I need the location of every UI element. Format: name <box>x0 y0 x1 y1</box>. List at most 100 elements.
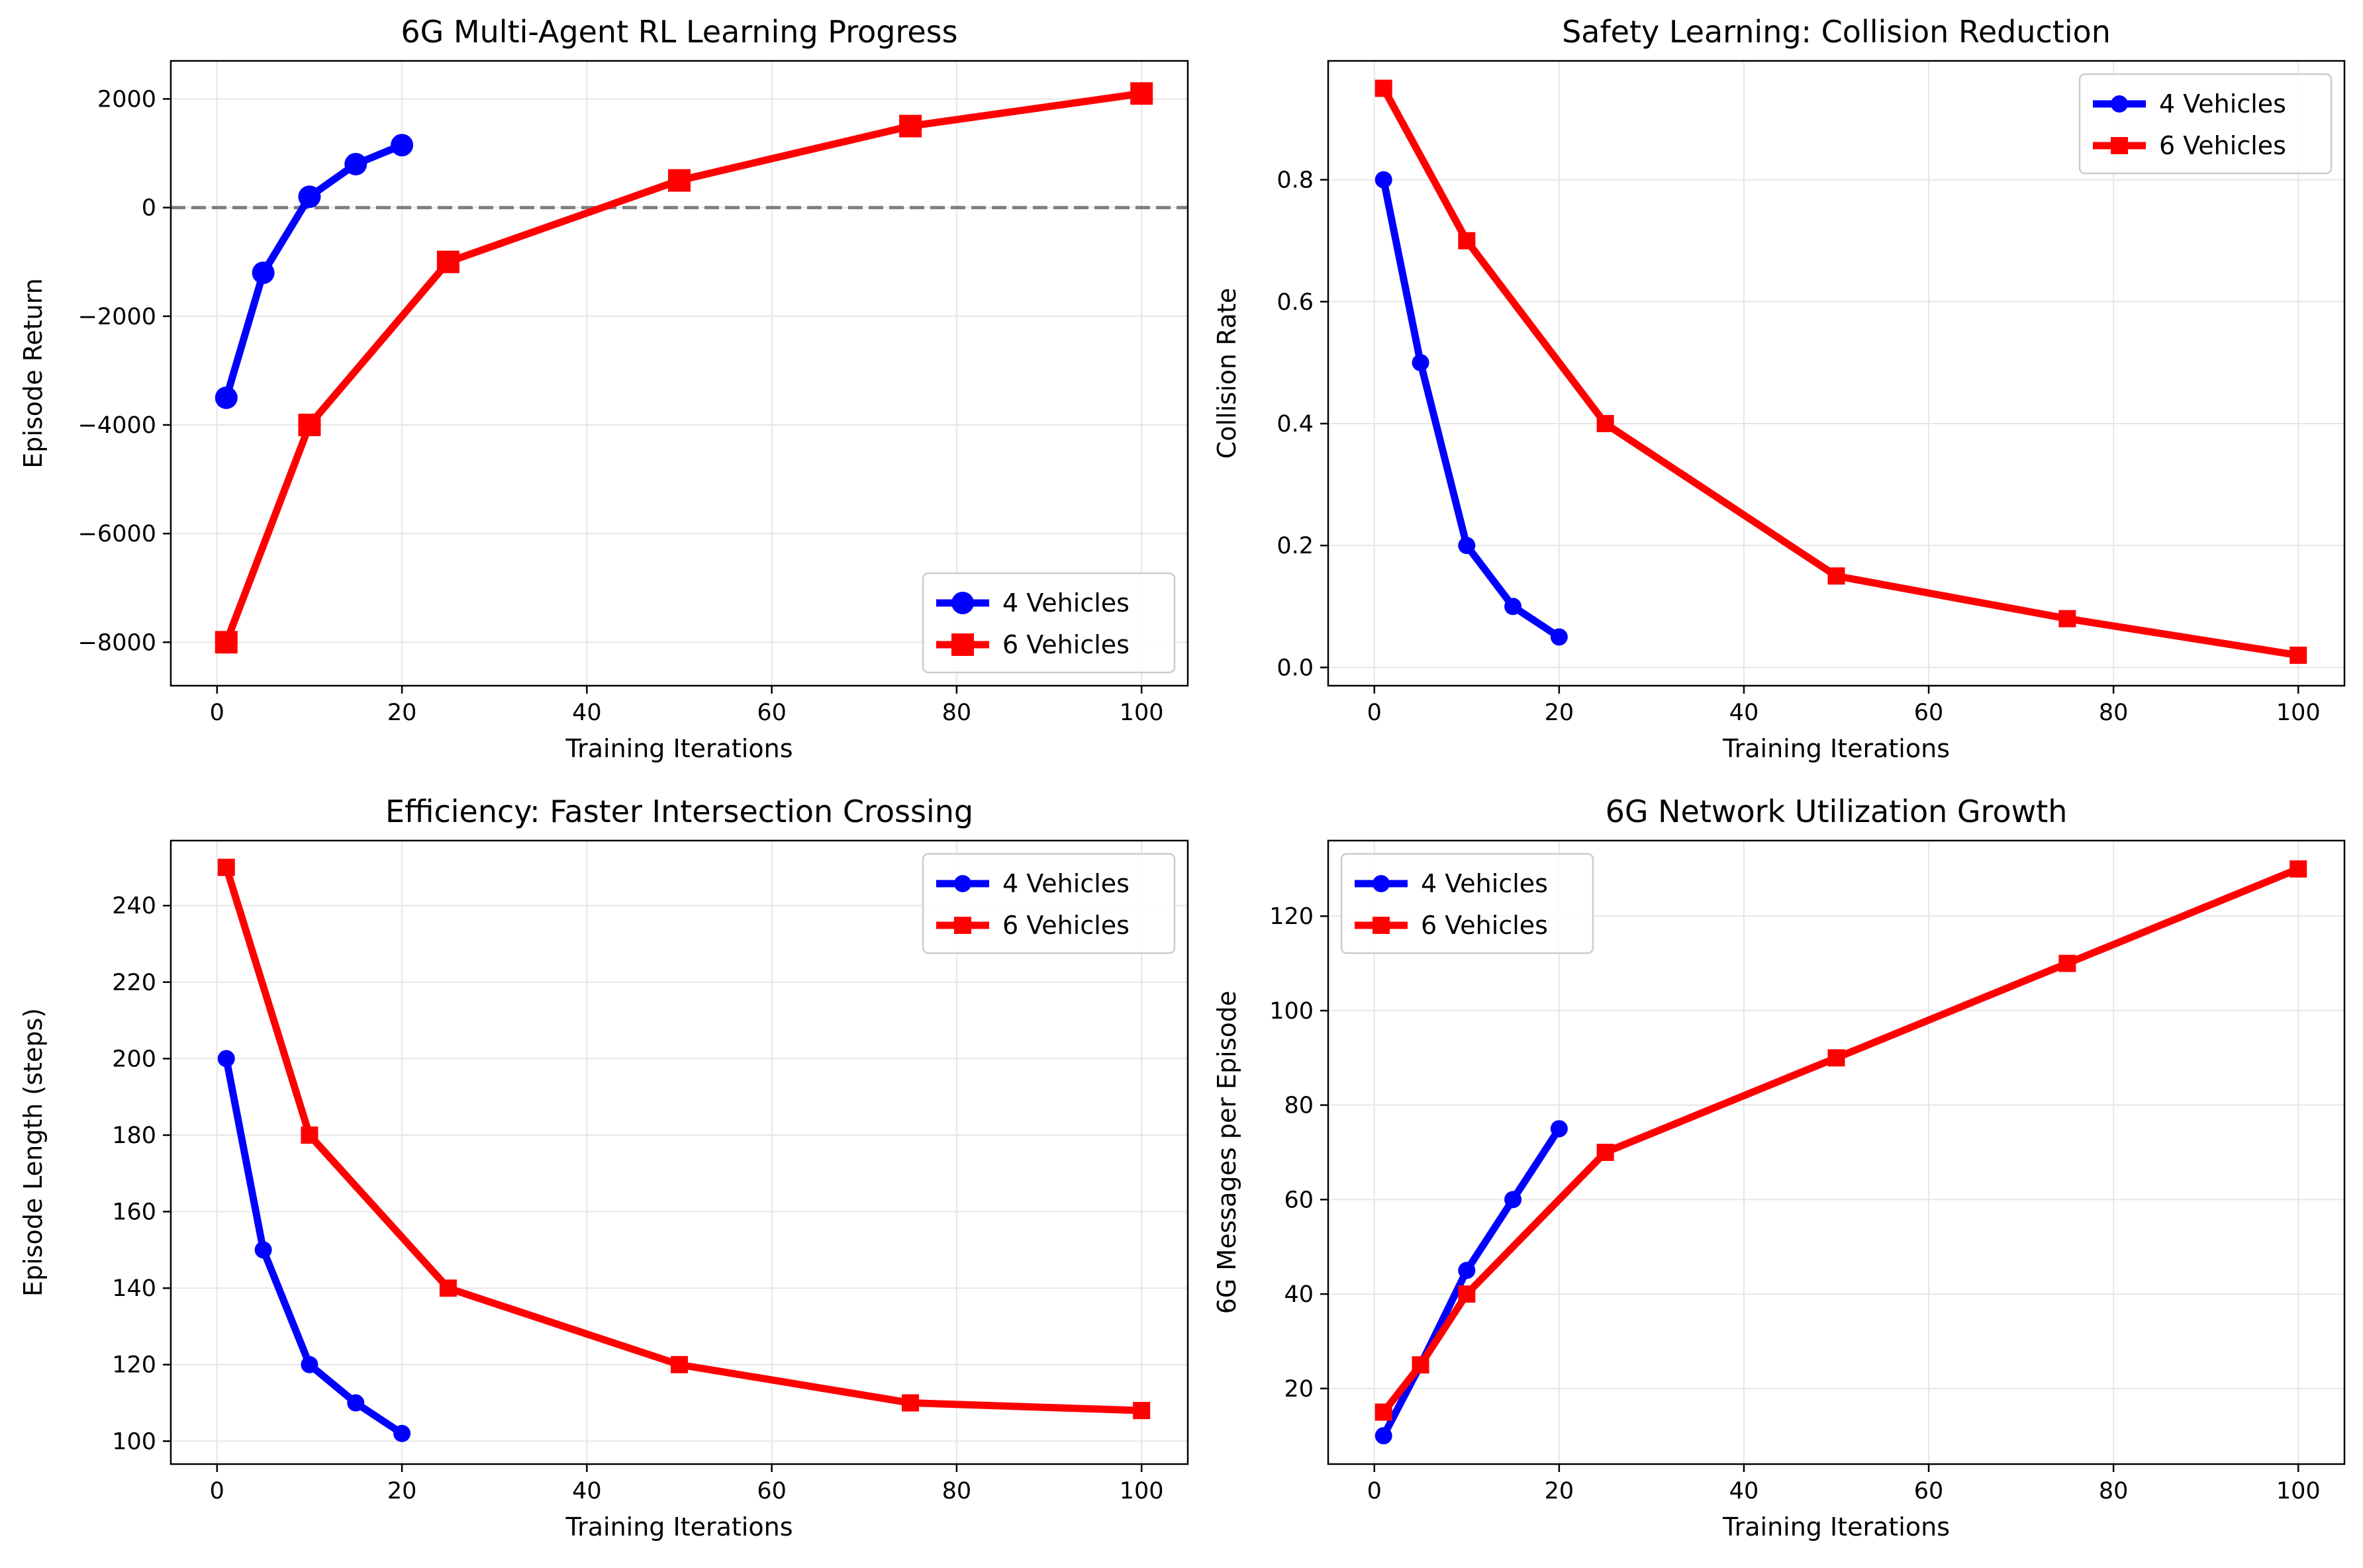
data-point <box>2058 610 2076 627</box>
data-point <box>298 413 321 436</box>
legend-label: 6 Vehicles <box>1421 911 1548 940</box>
y-tick-label: 220 <box>112 970 156 996</box>
legend: 4 Vehicles 6 Vehicles <box>922 572 1176 674</box>
chart-panel-1: 0 20 40 60 80 100 −8000 −6000 −4000 −2000 0 2000 6G … <box>19 14 1189 763</box>
data-point <box>1412 1356 1429 1374</box>
data-point <box>1550 1120 1568 1138</box>
legend-marker <box>954 875 971 892</box>
data-point <box>1827 567 1845 585</box>
x-tick-label: 100 <box>1120 700 1164 726</box>
chart-title: Safety Learning: Collision Reduction <box>1562 14 2111 50</box>
y-tick-label: 0.4 <box>1277 411 1314 438</box>
x-axis-label: Training Iterations <box>565 1512 793 1542</box>
legend-label: 6 Vehicles <box>1002 911 1130 940</box>
y-tick-label: −6000 <box>78 521 156 547</box>
data-point <box>391 134 414 157</box>
chart-panel-4: 0 20 40 60 80 100 20 40 60 80 100 120 6G Network Uti… <box>1212 794 2346 1542</box>
x-tick-label: 40 <box>1729 700 1759 726</box>
legend: 4 Vehicles 6 Vehicles <box>2078 73 2333 175</box>
data-point <box>1412 353 1429 371</box>
y-axis-label: 6G Messages per Episode <box>1212 991 1241 1314</box>
data-point <box>254 1241 272 1259</box>
data-point <box>1458 1262 1476 1279</box>
data-point <box>439 1279 457 1297</box>
x-tick-label: 80 <box>942 1478 972 1504</box>
x-tick-label: 60 <box>1914 700 1944 726</box>
data-point <box>1596 1144 1614 1161</box>
x-tick-label: 0 <box>1367 1478 1382 1504</box>
y-tick-label: 200 <box>112 1046 156 1072</box>
legend-label: 4 Vehicles <box>1421 869 1548 898</box>
y-tick-label: −8000 <box>78 629 156 656</box>
data-point <box>1133 1402 1151 1420</box>
data-point <box>436 250 459 273</box>
data-point <box>1458 232 1476 250</box>
data-point <box>1827 1049 1845 1067</box>
y-tick-label: 120 <box>112 1352 156 1379</box>
data-point <box>347 1394 365 1412</box>
y-tick-label: −4000 <box>78 412 156 439</box>
x-tick-label: 100 <box>2276 700 2321 726</box>
legend-marker <box>951 592 974 614</box>
x-tick-label: 100 <box>1120 1478 1164 1504</box>
data-point <box>301 1356 318 1373</box>
x-tick-label: 20 <box>387 1478 417 1504</box>
data-point <box>899 115 922 138</box>
legend-marker <box>1373 917 1390 934</box>
x-tick-label: 40 <box>572 1478 602 1504</box>
axes-frame <box>169 839 1189 1465</box>
chart-title: 6G Multi-Agent RL Learning Progress <box>401 14 957 50</box>
x-tick-label: 0 <box>210 1478 224 1504</box>
series-line-4-vehicles <box>222 1058 405 1437</box>
data-point <box>1130 82 1153 105</box>
data-point <box>393 1424 411 1442</box>
data-point <box>1504 598 1522 616</box>
x-tick-label: 0 <box>1367 700 1382 726</box>
y-tick-label: 240 <box>112 893 156 919</box>
data-point <box>215 386 238 409</box>
chart-title: 6G Network Utilization Growth <box>1606 794 2068 829</box>
x-tick-label: 80 <box>2099 700 2129 726</box>
legend-marker <box>954 917 971 934</box>
legend-label: 6 Vehicles <box>2159 131 2286 160</box>
chart-panel-2: 0 20 40 60 80 100 0.0 0.2 0.4 0.6 0.8 Safety Learni… <box>1212 14 2346 763</box>
data-point <box>2290 646 2307 664</box>
legend-marker <box>951 633 974 656</box>
data-point <box>1458 1285 1476 1303</box>
x-tick-label: 40 <box>572 700 602 726</box>
legend: 4 Vehicles 6 Vehicles <box>922 853 1176 954</box>
chart-panel-3: 0 20 40 60 80 100 100 120 140 160 180 200 220 240 Effi… <box>19 794 1189 1542</box>
data-point <box>301 1126 318 1144</box>
data-point <box>252 261 275 285</box>
y-tick-label: 160 <box>112 1199 156 1226</box>
y-tick-label: 0.2 <box>1277 533 1314 559</box>
y-tick-label: 40 <box>1284 1281 1314 1308</box>
y-tick-label: 120 <box>1269 903 1314 930</box>
y-tick-label: 0.6 <box>1277 289 1314 316</box>
y-axis-label: Episode Length (steps) <box>19 1008 48 1297</box>
axes-frame <box>169 60 1189 687</box>
data-point <box>1374 1427 1392 1445</box>
axes-frame <box>1327 839 2346 1465</box>
data-point <box>2058 954 2076 972</box>
x-tick-label: 100 <box>2276 1478 2321 1504</box>
y-tick-label: 0.0 <box>1277 655 1314 681</box>
data-point <box>668 169 691 192</box>
x-tick-label: 20 <box>1545 1478 1574 1504</box>
legend: 4 Vehicles 6 Vehicles <box>1340 853 1594 954</box>
data-point <box>671 1356 688 1373</box>
data-point <box>2290 860 2307 878</box>
y-tick-label: −2000 <box>78 304 156 330</box>
y-tick-label: 100 <box>112 1428 156 1455</box>
x-tick-label: 20 <box>387 700 417 726</box>
data-point <box>1504 1191 1522 1209</box>
y-axis-label: Collision Rate <box>1212 288 1241 459</box>
data-point <box>1374 1403 1392 1421</box>
axes-frame <box>1327 60 2346 687</box>
data-point <box>298 185 321 208</box>
y-tick-label: 20 <box>1284 1376 1314 1403</box>
y-tick-label: 140 <box>112 1275 156 1302</box>
series-line-6-vehicles <box>1380 86 2299 659</box>
x-axis-label: Training Iterations <box>1722 734 1950 763</box>
